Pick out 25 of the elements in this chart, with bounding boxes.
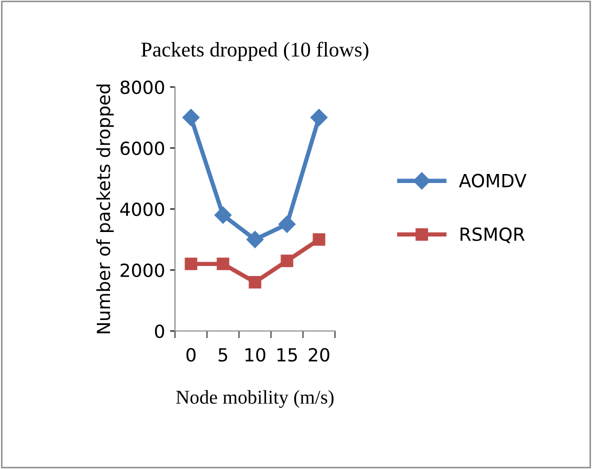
y-tick-label: 8000 [120, 80, 164, 94]
point [310, 108, 328, 126]
y-tick-label: 4000 [120, 202, 164, 216]
x-axis-title: Node mobility (m/s) [176, 390, 334, 408]
point [278, 216, 296, 233]
x-tick-label: 20 [308, 348, 330, 362]
point [280, 254, 294, 268]
point [246, 230, 264, 248]
point [182, 108, 200, 126]
x-tick-label: 5 [218, 348, 228, 362]
y-tick-label: 6000 [120, 141, 164, 156]
legend-label: AOMDV [458, 174, 526, 188]
chart-title: Packets dropped (10 flows) [141, 42, 368, 61]
x-tick-label: 0 [186, 348, 196, 362]
y-tick-label: 0 [154, 324, 164, 338]
point [216, 258, 230, 270]
point [184, 258, 198, 270]
y-tick-label: 2000 [120, 263, 164, 278]
x-tick-label: 15 [277, 348, 297, 362]
y-axis-title: Number of packets dropped [96, 84, 114, 334]
point [248, 276, 262, 288]
x-tick-label: 10 [245, 348, 266, 362]
point [214, 206, 232, 224]
point [312, 233, 326, 246]
legend-label: RSMQR [460, 227, 525, 244]
